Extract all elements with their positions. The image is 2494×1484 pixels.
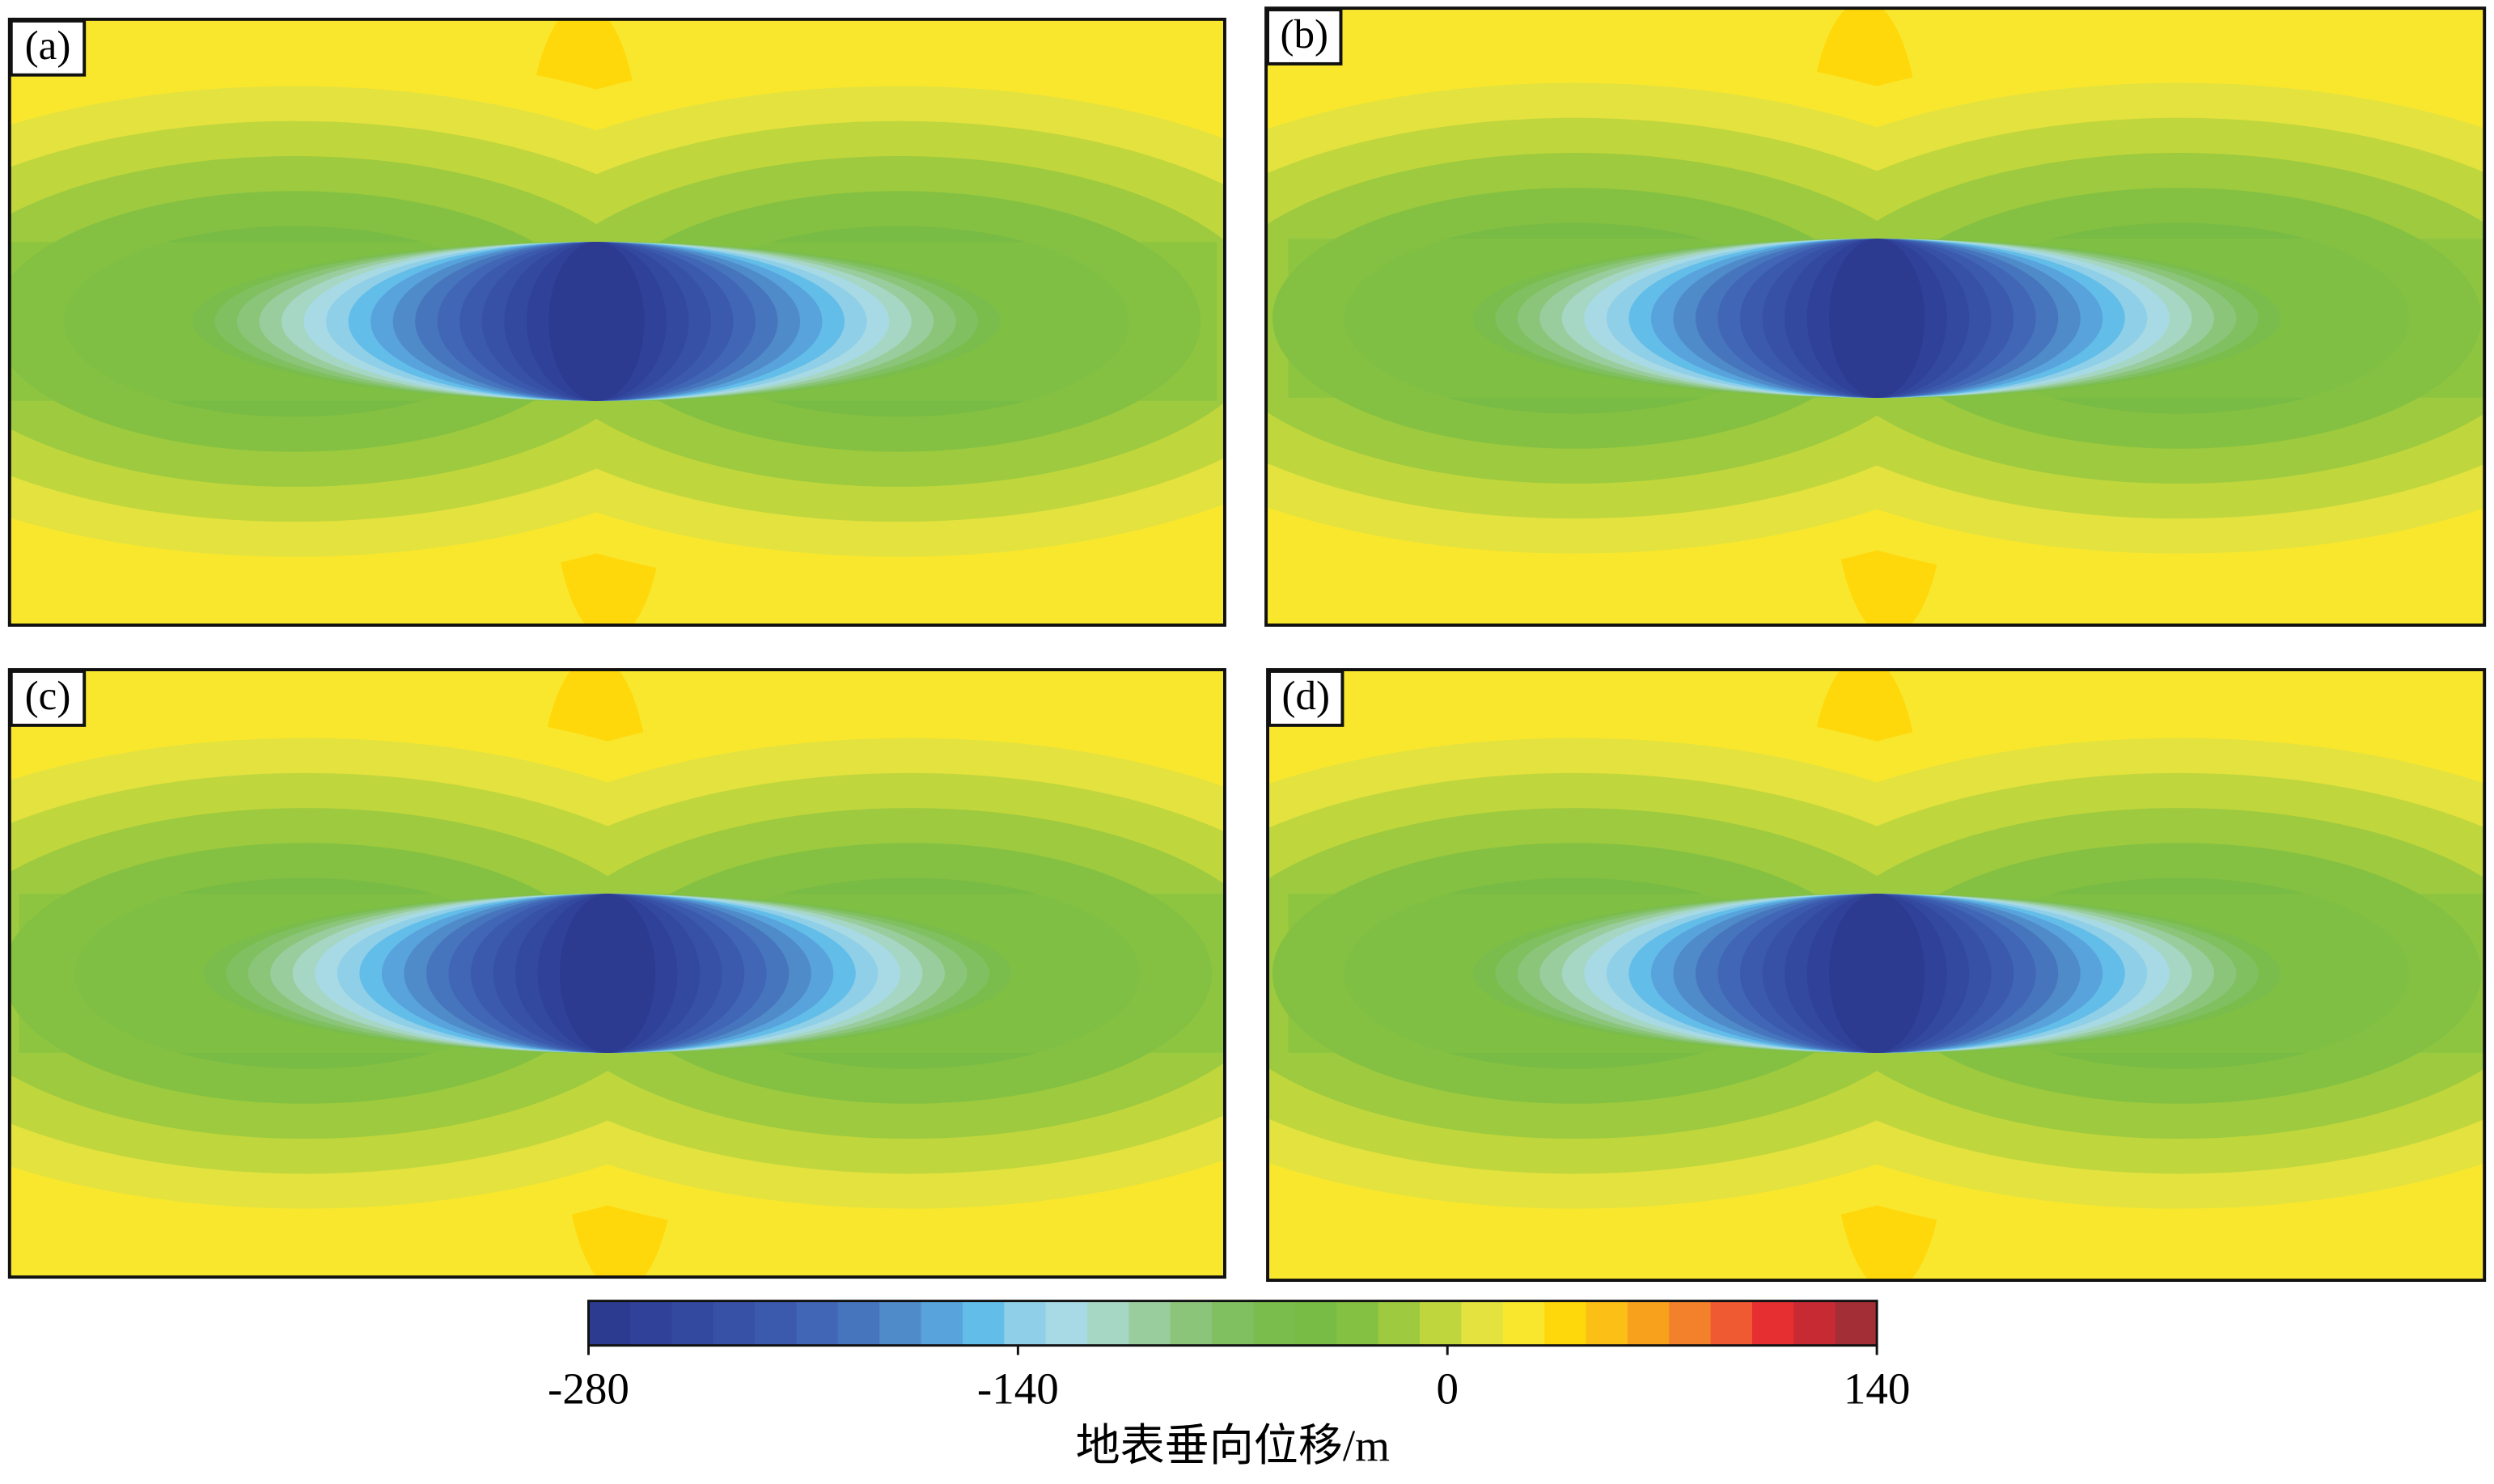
colorbar-frame (587, 1300, 1878, 1347)
colorbar-bin (1502, 1300, 1546, 1346)
colorbar-bin (1294, 1300, 1338, 1346)
colorbar-bin (1419, 1300, 1463, 1346)
contour-field (1266, 8, 2485, 625)
colorbar-bin (837, 1300, 881, 1346)
colorbar-bin (1669, 1300, 1712, 1346)
panel-label: (d) (1281, 673, 1330, 719)
core (560, 894, 656, 1053)
colorbar-bin (588, 1300, 631, 1346)
colorbar-bin (1835, 1300, 1878, 1346)
colorbar: -280 -140 0 140 地表垂向位移/m (548, 1300, 1911, 1470)
colorbar-bin (796, 1300, 839, 1346)
panel-label-box (9, 670, 87, 727)
colorbar-bin (1170, 1300, 1213, 1346)
colorbar-bin (713, 1300, 756, 1346)
panel-frame (7, 17, 1226, 627)
core (1829, 239, 1925, 398)
colorbar-bin (1627, 1300, 1670, 1346)
colorbar-bin (1336, 1300, 1379, 1346)
panel-label: (c) (25, 673, 71, 719)
contour-field (9, 19, 1225, 625)
colorbar-bin (629, 1300, 673, 1346)
panel-label-box (1266, 8, 1343, 66)
tick-label: -140 (977, 1364, 1059, 1413)
panel-frame (1266, 668, 2487, 1283)
contour-field (9, 670, 1225, 1278)
tick-label: 140 (1844, 1364, 1911, 1413)
contour-field (1268, 670, 2485, 1281)
panel-frame (7, 668, 1226, 1279)
colorbar-bin (1004, 1300, 1047, 1346)
colorbar-bin (1128, 1300, 1171, 1346)
colorbar-bin (1086, 1300, 1130, 1346)
colorbar-bin (1793, 1300, 1836, 1346)
core (1829, 894, 1925, 1053)
colorbar-bin (921, 1300, 963, 1346)
colorbar-bin (1045, 1300, 1088, 1346)
colorbar-bin (1710, 1300, 1753, 1346)
panels: (a) (b) (c) (d) (7, 6, 2487, 1283)
panel-label-box (9, 19, 87, 77)
colorbar-bin (1751, 1300, 1795, 1346)
panel-label: (a) (25, 23, 71, 69)
colorbar-bin (1544, 1300, 1587, 1346)
colorbar-bin (879, 1300, 922, 1346)
colorbar-bin (1461, 1300, 1504, 1346)
colorbar-label: 地表垂向位移/m (1076, 1421, 1390, 1470)
colorbar-bin (671, 1300, 714, 1346)
core (548, 242, 645, 401)
colorbar-bin (962, 1300, 1006, 1346)
panel-label: (b) (1280, 11, 1328, 57)
tick-label: 0 (1436, 1364, 1459, 1413)
colorbar-bin (1586, 1300, 1628, 1346)
colorbar-bin (1253, 1300, 1296, 1346)
panel-label-box (1268, 670, 1344, 727)
panel-frame (1264, 6, 2487, 627)
colorbar-bin (754, 1300, 798, 1346)
colorbar-bin (1212, 1300, 1255, 1346)
colorbar-bin (1378, 1300, 1421, 1346)
tick-label: -280 (548, 1364, 629, 1413)
